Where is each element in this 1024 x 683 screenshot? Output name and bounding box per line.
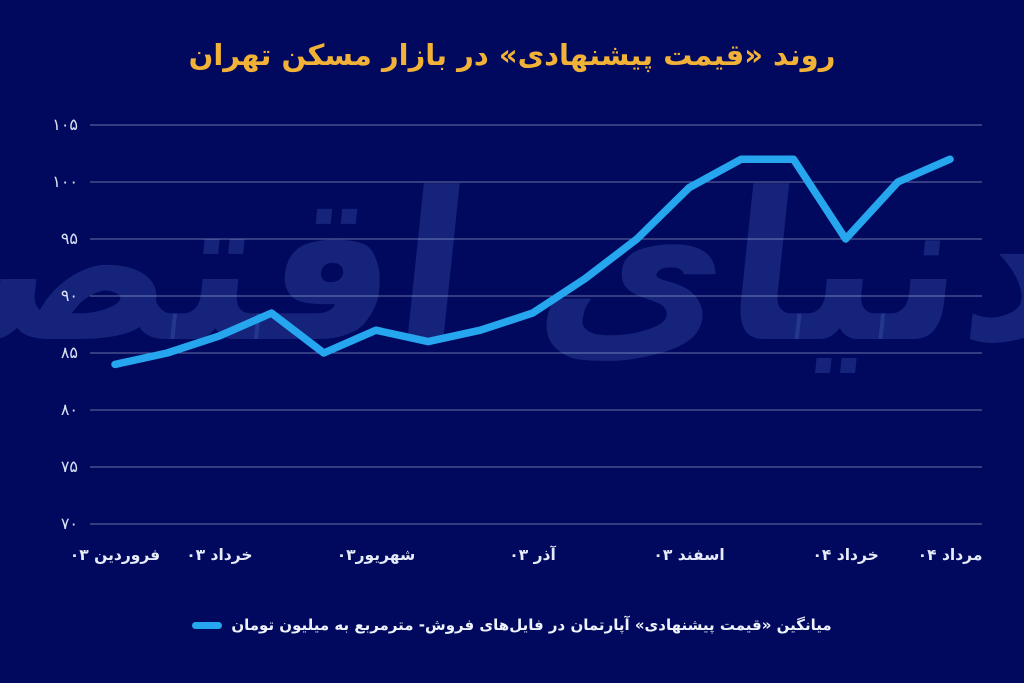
x-tick-label: آذر ۰۳ [509, 546, 556, 564]
y-tick-label: ۹۰ [60, 286, 78, 305]
x-tick-label: خرداد ۰۴ [812, 546, 879, 564]
legend: میانگین «قیمت پیشنهادی» آپارتمان در فایل… [0, 612, 1024, 638]
legend-label: میانگین «قیمت پیشنهادی» آپارتمان در فایل… [231, 616, 832, 634]
x-tick-label: خرداد ۰۳ [186, 546, 253, 564]
y-tick-label: ۷۰ [60, 514, 78, 533]
x-tick-label: اسفند ۰۳ [653, 546, 725, 564]
chart-title: روند «قیمت پیشنهادی» در بازار مسکن تهران [188, 38, 836, 72]
y-tick-label: ۹۵ [60, 229, 78, 248]
y-tick-label: ۸۰ [60, 400, 78, 419]
y-tick-label: ۱۰۵ [52, 115, 78, 134]
x-tick-label: فروردین ۰۳ [69, 546, 161, 564]
x-tick-label: مرداد ۰۴ [917, 546, 983, 564]
price-line [111, 155, 954, 369]
y-tick-label: ۷۵ [60, 457, 78, 476]
y-tick-label: ۱۰۰ [52, 172, 78, 191]
x-tick-label: شهریور۰۳ [336, 546, 416, 564]
y-tick-label: ۸۵ [60, 343, 78, 362]
legend-line-swatch [192, 621, 223, 629]
